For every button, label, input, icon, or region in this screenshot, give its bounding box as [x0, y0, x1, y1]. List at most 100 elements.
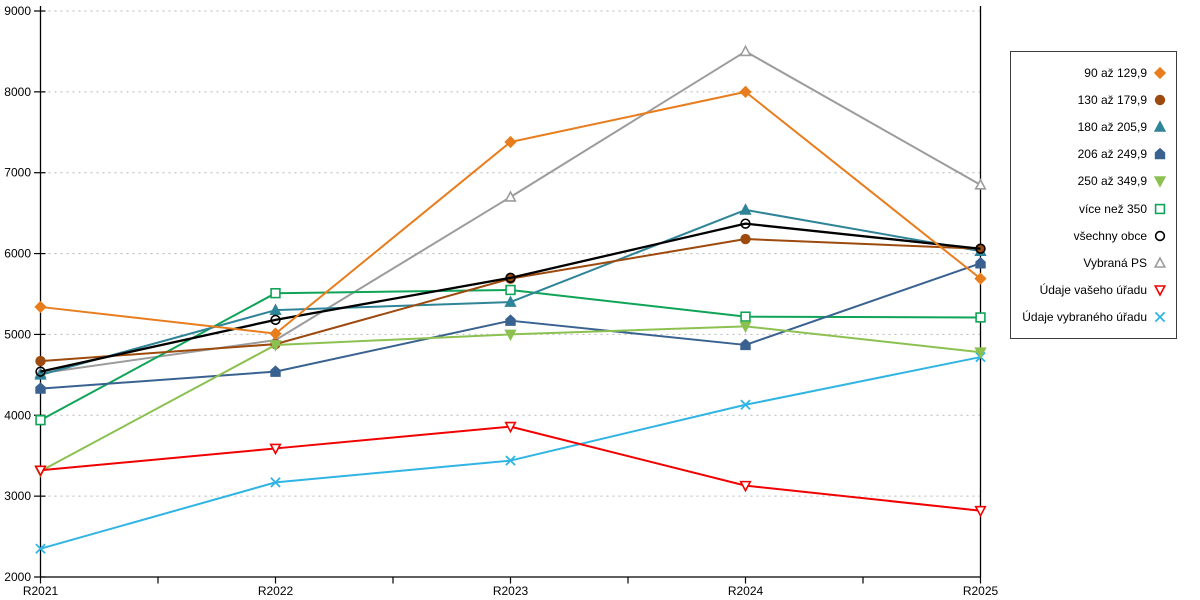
legend-label: Vybraná PS [1083, 255, 1147, 270]
legend-label: 206 až 249,9 [1077, 147, 1147, 162]
series-marker-206-a-249-9-R2022 [270, 365, 281, 377]
legend-marker-glyph [1154, 147, 1166, 160]
series-marker-180-a-205-9-R2021 [34, 368, 47, 380]
y-tick-label-3000: 3000 [4, 489, 31, 503]
legend-item-206-a-249-9: 206 až 249,9 [1020, 147, 1167, 161]
series-marker-250-a-349-9-R2025 [974, 347, 987, 359]
series-marker-daje-va-eho-adu-R2024 [739, 480, 752, 493]
legend-marker-glyph [1153, 120, 1167, 132]
x-legend-marker-icon [1154, 312, 1166, 323]
series-marker-250-a-349-9-R2024 [739, 321, 752, 334]
series-marker-90-a-129-9-R2024 [739, 85, 752, 98]
series-marker-daje-vybran-ho-adu-R2022 [270, 477, 281, 488]
legend-marker-glyph [1154, 203, 1166, 214]
legend-label: Údaje vybraného úřadu [1022, 310, 1147, 325]
pentagon-legend-marker-icon [1154, 147, 1166, 160]
legend-marker-glyph [1153, 66, 1167, 79]
series-marker-vybran-ps-R2024 [739, 44, 752, 57]
series-marker-daje-vybran-ho-adu-R2023 [505, 455, 516, 466]
x-tick-label-r2022: R2022 [258, 584, 294, 598]
legend-item-daje-va-eho-adu: Údaje vašeho úřadu [1020, 283, 1167, 297]
x-tick-label-r2024: R2024 [728, 584, 764, 598]
series-marker-v-echny-obce-R2025 [975, 243, 986, 254]
series-marker-daje-va-eho-adu-R2022 [269, 443, 282, 456]
series-marker-90-a-129-9-R2023 [504, 135, 517, 149]
y-tick-label-4000: 4000 [4, 408, 31, 422]
series-marker-vybran-ps-R2023 [504, 190, 517, 202]
x-tick-label-r2023: R2023 [493, 584, 529, 598]
legend-item-250-a-349-9: 250 až 349,9 [1020, 174, 1167, 188]
series-line-daje-va-eho-adu [40, 425, 981, 512]
legend-box: 90 až 129,9 130 až 179,9 180 až 205,9 206 a… [1010, 51, 1177, 339]
y-tick-label-2000: 2000 [4, 570, 31, 584]
circle-legend-marker-icon [1154, 230, 1166, 241]
legend-item-vybran-ps: Vybraná PS [1020, 256, 1167, 270]
series-marker-206-a-249-9-R2024 [740, 338, 751, 351]
series-marker-90-a-129-9-R2021 [34, 300, 47, 314]
triangle-up-legend-marker-icon [1153, 120, 1167, 132]
legend-label: 90 až 129,9 [1084, 65, 1147, 80]
legend-label: 250 až 349,9 [1077, 174, 1147, 189]
series-marker-daje-va-eho-adu-R2025 [974, 505, 987, 518]
series-marker-v-echny-obce-R2022 [270, 314, 281, 326]
series-line-v-echny-obce [40, 222, 981, 373]
series-marker-180-a-205-9-R2023 [504, 295, 517, 307]
series-marker-90-a-129-9-R2025 [974, 272, 987, 285]
legend-item-90-a-129-9: 90 až 129,9 [1020, 66, 1167, 80]
legend-marker-glyph [1154, 312, 1166, 323]
series-marker-daje-va-eho-adu-R2023 [504, 421, 517, 434]
series-marker-daje-va-eho-adu-R2021 [34, 465, 47, 477]
series-marker-v-echny-obce-R2023 [505, 272, 516, 284]
series-marker-90-a-129-9-R2022 [269, 327, 282, 340]
y-tick-label-9000: 9000 [4, 4, 31, 18]
legend-label: všechny obce [1073, 228, 1147, 243]
series-marker-250-a-349-9-R2022 [269, 340, 282, 352]
series-marker-180-a-205-9-R2022 [269, 303, 282, 315]
series-marker-v-echny-obce-R2024 [740, 218, 751, 229]
y-tick-label-8000: 8000 [4, 85, 31, 99]
series-line-250-a-349-9 [40, 325, 981, 472]
x-tick-label-r2025: R2025 [963, 584, 999, 598]
series-marker-v-ce-ne-350-R2021 [35, 414, 46, 426]
legend-marker-glyph [1154, 94, 1166, 105]
series-marker-v-ce-ne-350-R2024 [740, 311, 751, 322]
square-legend-marker-icon [1154, 203, 1166, 214]
circle-legend-marker-icon [1154, 94, 1166, 105]
y-tick-label-5000: 5000 [4, 327, 31, 341]
legend-label: více než 350 [1078, 201, 1147, 216]
series-marker-206-a-249-9-R2025 [975, 256, 986, 269]
legend-marker-glyph [1154, 230, 1166, 241]
series-marker-v-ce-ne-350-R2022 [270, 287, 281, 299]
legend-marker-glyph [1153, 285, 1167, 297]
legend-label: Údaje vašeho úřadu [1039, 283, 1147, 298]
legend-item-180-a-205-9: 180 až 205,9 [1020, 120, 1167, 134]
triangle-up-legend-marker-icon [1153, 256, 1167, 268]
legend-item-130-a-179-9: 130 až 179,9 [1020, 93, 1167, 107]
series-marker-206-a-249-9-R2021 [35, 382, 46, 394]
triangle-down-legend-marker-icon [1153, 176, 1167, 189]
series-marker-v-ce-ne-350-R2025 [975, 312, 986, 323]
series-marker-vybran-ps-R2025 [974, 178, 987, 190]
series-marker-130-a-179-9-R2021 [35, 355, 46, 367]
series-marker-250-a-349-9-R2023 [504, 329, 517, 342]
series-line-daje-vybran-ho-adu [40, 356, 981, 550]
series-line-v-ce-ne-350 [40, 288, 981, 422]
legend-item-v-ce-ne-350: více než 350 [1020, 202, 1167, 216]
legend-label: 180 až 205,9 [1077, 119, 1147, 134]
legend-item-v-echny-obce: všechny obce [1020, 229, 1167, 243]
legend-marker-glyph [1153, 256, 1167, 268]
legend-marker-glyph [1153, 176, 1167, 189]
y-tick-label-7000: 7000 [4, 166, 31, 180]
series-marker-130-a-179-9-R2024 [740, 233, 751, 245]
series-marker-daje-vybran-ho-adu-R2024 [740, 399, 751, 411]
diamond-legend-marker-icon [1153, 66, 1167, 79]
series-marker-daje-vybran-ho-adu-R2021 [35, 543, 46, 554]
legend-label: 130 až 179,9 [1077, 92, 1147, 107]
y-tick-label-6000: 6000 [4, 247, 31, 261]
series-marker-206-a-249-9-R2023 [505, 314, 516, 326]
series-marker-v-echny-obce-R2021 [35, 366, 46, 377]
series-marker-180-a-205-9-R2024 [739, 203, 752, 215]
x-tick-label-r2021: R2021 [23, 584, 59, 598]
